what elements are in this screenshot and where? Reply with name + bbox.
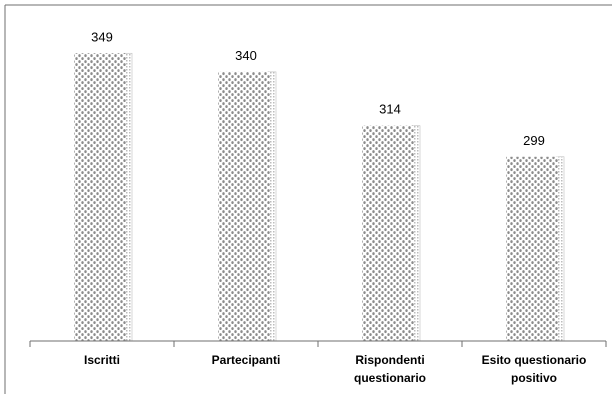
bar-0 [74,52,133,342]
data-label-3: 299 [523,133,545,148]
bar-body-1 [218,71,270,342]
category-label-0: Iscritti [84,353,120,367]
data-label-1: 340 [235,48,257,63]
bar-body-2 [362,125,414,341]
data-label-2: 314 [379,102,401,117]
category-label-1: Partecipanti [212,353,281,367]
bar-body-0 [74,53,126,342]
category-label-3: Esito questionario positivo [482,353,587,385]
bar-2 [362,125,421,342]
bar-body-3 [506,156,558,341]
bars-layer [74,52,565,342]
x-axis: Iscritti Partecipanti Rispondenti questiona… [29,340,607,385]
data-label-0: 349 [91,29,113,44]
bar-3 [506,156,565,342]
bar-1 [218,71,277,342]
labels-layer: 349 340 314 299 [91,29,545,148]
category-label-2: Rispondenti questionario [354,353,426,385]
